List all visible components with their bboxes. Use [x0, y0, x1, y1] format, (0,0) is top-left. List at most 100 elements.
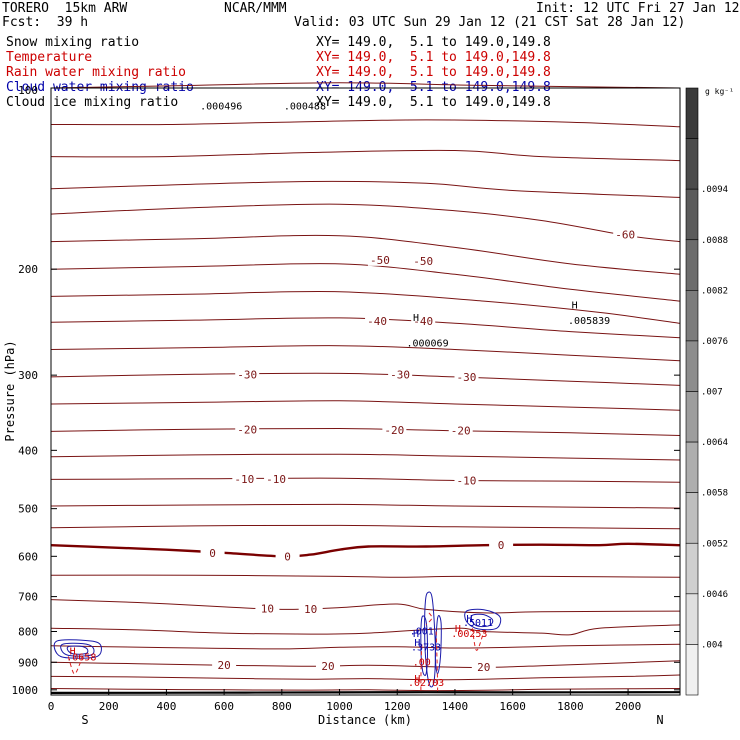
extremum-label: H: [572, 301, 578, 312]
isotherm-line: [50, 674, 681, 681]
model-title: TORERO 15km ARW: [2, 1, 128, 16]
x-tick-label: 1600: [499, 700, 526, 713]
temperature-label-bg: [255, 602, 280, 615]
isotherm-line: [50, 643, 681, 650]
plot-frame: [50, 87, 681, 696]
isotherm-line: [50, 372, 681, 386]
extremum-label: .000488: [284, 102, 326, 113]
temperature-label-bg: [613, 228, 638, 241]
x-tick-label: 1400: [442, 700, 469, 713]
x-tick-label: 800: [272, 700, 292, 713]
temperature-label-bg: [454, 474, 479, 487]
colorbar-swatch: [685, 391, 699, 443]
extremum-label: H: [413, 313, 419, 324]
temperature-label: -50: [413, 255, 433, 268]
isotherm-line: [50, 574, 681, 578]
valid-time: Valid: 03 UTC Sun 29 Jan 12 (21 CST Sat …: [294, 15, 686, 30]
colorbar-swatch: [685, 441, 699, 493]
extremum-label: .00253: [451, 629, 487, 640]
isotherm-line: [50, 263, 681, 302]
colorbar-unit: g kg⁻¹: [705, 87, 734, 96]
rain-water-contour: [67, 653, 84, 675]
extremum-label: H: [414, 638, 420, 649]
colorbar-swatch: [685, 290, 699, 342]
isotherm-line: [50, 477, 681, 483]
x-tick-label: 1000: [326, 700, 353, 713]
isotherm-line: [50, 453, 681, 461]
colorbar-tick-label: .0064: [701, 438, 728, 448]
temperature-label: -10: [234, 473, 254, 486]
extremum-label: .005839: [568, 316, 610, 327]
rain-water-contour: [420, 644, 423, 694]
isotherm-line: [50, 119, 681, 128]
isotherm-line: [50, 180, 681, 198]
y-tick-label: 1000: [12, 684, 39, 697]
temperature-label-bg: [365, 315, 390, 328]
x-tick-label: 600: [214, 700, 234, 713]
temperature-label: 0: [498, 539, 505, 552]
colorbar-swatch: [685, 492, 699, 544]
extremum-label: .000496: [200, 102, 242, 113]
extremum-label: H: [70, 646, 76, 657]
temperature-label: 10: [261, 603, 274, 616]
temperature-label: -40: [413, 315, 433, 328]
colorbar-swatch: [685, 340, 699, 392]
init-time: Init: 12 UTC Fri 27 Jan 12: [536, 1, 740, 16]
y-tick-label: 800: [18, 626, 38, 639]
end-label-north: N: [656, 713, 663, 727]
temperature-label: -20: [237, 423, 257, 436]
isotherm-line: [50, 542, 681, 558]
rain-water-contour: [425, 612, 433, 626]
extremum-label: .00: [413, 657, 431, 668]
temperature-label-bg: [264, 472, 289, 485]
isotherm-line: [50, 400, 681, 411]
y-tick-label: 700: [18, 591, 38, 604]
temperature-label: 20: [321, 660, 334, 673]
temperature-label: -20: [451, 425, 471, 438]
isotherm-line: [50, 82, 681, 89]
temperature-label-bg: [454, 370, 479, 383]
field-xy-range: XY= 149.0, 5.1 to 149.0,149.8: [316, 50, 551, 65]
temperature-label-bg: [382, 423, 407, 436]
temperature-label-bg: [212, 659, 237, 672]
forecast-hour: Fcst: 39 h: [2, 15, 89, 30]
temperature-label: 0: [284, 550, 291, 563]
x-tick-label: 400: [156, 700, 176, 713]
colorbar-tick-label: .0076: [701, 337, 728, 347]
isotherm-line: [50, 524, 681, 530]
temperature-label-bg: [489, 539, 514, 552]
colorbar-swatch: [685, 87, 699, 139]
y-tick-label: 500: [18, 503, 38, 516]
extremum-label: .3733: [411, 643, 441, 654]
x-tick-label: 0: [48, 700, 55, 713]
colorbar-tick-label: .0094: [701, 185, 728, 195]
temperature-label: 20: [217, 659, 230, 672]
extremum-label: .5011: [463, 618, 493, 629]
temperature-label-bg: [275, 550, 300, 563]
temperature-label: 10: [304, 603, 317, 616]
cloud-water-contour: [434, 615, 442, 675]
isotherm-line: [50, 234, 681, 275]
isotherm-line: [50, 688, 681, 692]
temperature-label: -20: [384, 424, 404, 437]
isotherm-line: [50, 660, 681, 669]
colorbar-swatch: [685, 188, 699, 241]
x-axis-title: Distance (km): [318, 713, 412, 727]
extremum-label: .0658: [66, 652, 96, 663]
isotherm-line: [50, 203, 681, 243]
isotherm-line: [50, 599, 681, 614]
temperature-label-bg: [298, 602, 323, 615]
isotherm-line: [50, 624, 681, 636]
isotherm-line: [50, 503, 681, 509]
cloud-water-contour: [420, 615, 429, 676]
field-name: Snow mixing ratio: [6, 35, 140, 50]
colorbar-swatch: [685, 593, 699, 645]
colorbar-tick-label: .004: [701, 640, 723, 650]
field-name: Rain water mixing ratio: [6, 65, 187, 80]
temperature-label: 0: [209, 547, 216, 560]
field-xy-range: XY= 149.0, 5.1 to 149.0,149.8: [316, 65, 551, 80]
temperature-label-bg: [235, 423, 260, 436]
extremum-label: H: [455, 624, 461, 635]
temperature-label-bg: [471, 660, 496, 673]
